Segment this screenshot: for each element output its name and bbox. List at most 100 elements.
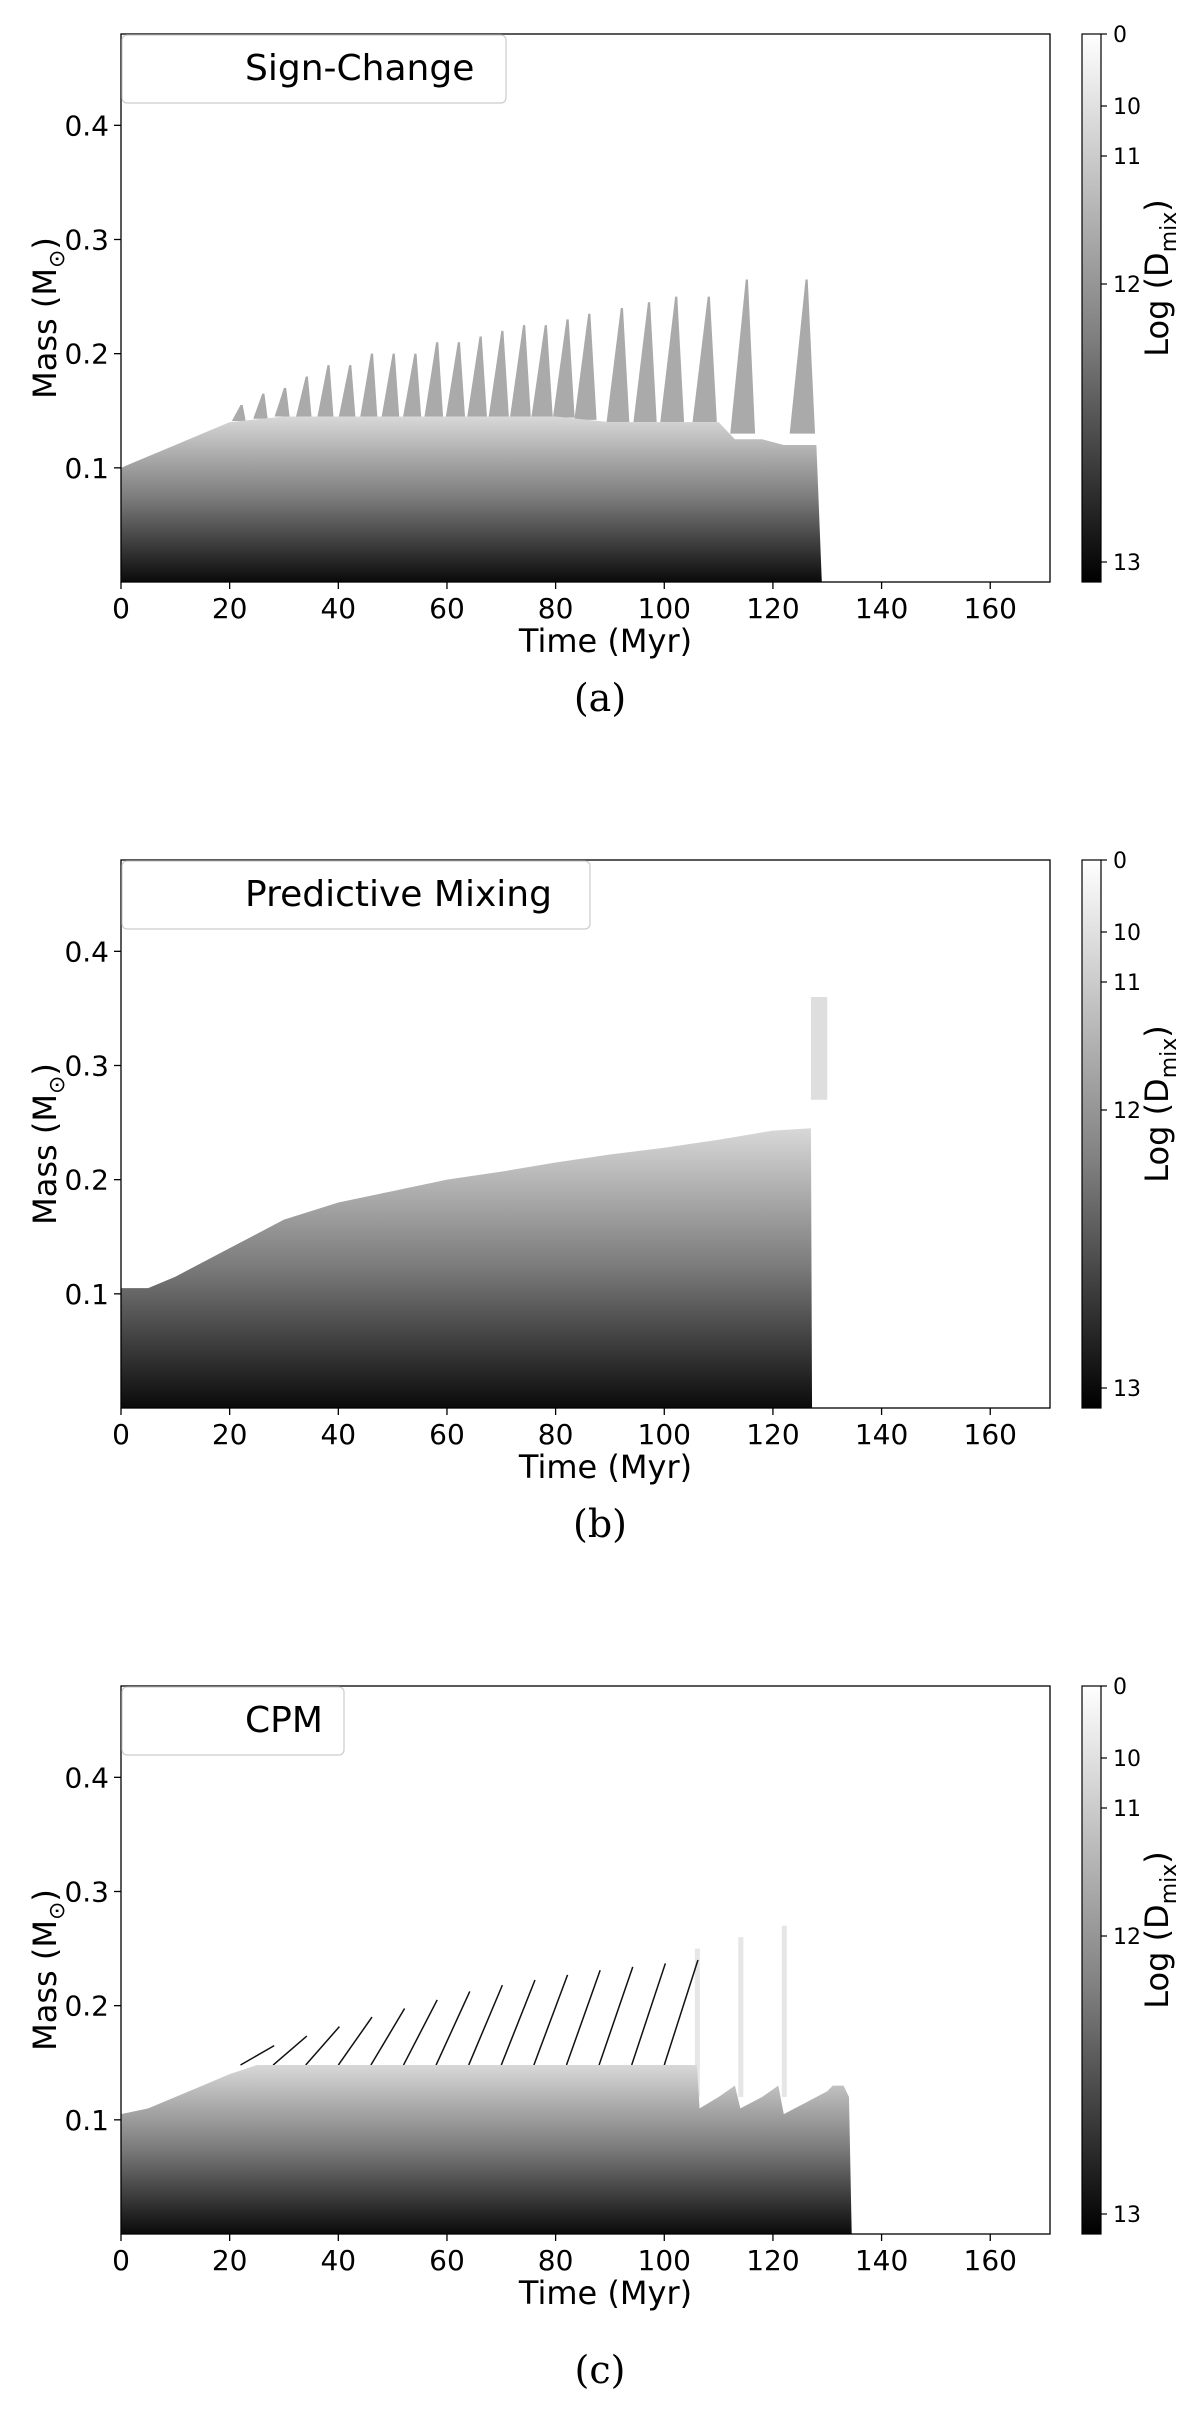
x-tick-label: 40 [320,592,356,625]
colorbar-label-end: ) [1138,199,1176,211]
y-axis-label: Mass (M⊙) [26,237,70,399]
y-axis-label-main: Mass (M [26,1094,64,1225]
y-axis-label: Mass (M⊙) [26,1889,70,2051]
colorbar-tick-label: 0 [1113,849,1127,874]
y-tick-label: 0.4 [64,1761,109,1794]
y-tick-label: 0.2 [64,1164,109,1197]
core-mixing-region [121,2065,852,2234]
y-axis-label-sub: ⊙ [45,250,70,268]
hatch-line [533,1974,569,2066]
x-tick-label: 100 [638,592,691,625]
colorbar-tick-label: 10 [1113,921,1141,946]
y-axis-label: Mass (M⊙) [26,1063,70,1225]
y-tick-label: 0.4 [64,109,109,142]
mixing-spike [606,308,630,423]
colorbar-tick-label: 13 [1113,551,1141,576]
mixing-spike [633,302,657,423]
hatch-line [468,1984,504,2066]
mixing-spike [381,353,400,417]
x-tick-label: 140 [855,2244,908,2277]
y-tick-label: 0.1 [64,2104,109,2137]
colorbar-label-main: Log (D [1138,1078,1176,1182]
y-axis-label-end: ) [26,1889,64,1901]
colorbar-tick-label: 11 [1113,971,1141,996]
x-axis-label: Time (Myr) [518,2274,692,2312]
legend-box [121,860,591,930]
colorbar-tick-label: 0 [1113,23,1127,48]
colorbar [1081,33,1102,583]
mixing-spike [574,313,597,420]
colorbar-tick-label: 11 [1113,1797,1141,1822]
late-mixing-spike [781,1925,787,2097]
plot-frame [120,859,1051,1409]
legend-label: Sign-Change [245,48,474,89]
colorbar-label: Log (Dmix) [1138,199,1182,357]
mixing-spike [552,319,575,418]
x-axis-label: Time (Myr) [518,622,692,660]
mixing-spike [403,353,422,417]
mixing-spike [274,387,290,417]
colorbar-tick-label: 13 [1113,1377,1141,1402]
x-tick-label: 0 [112,592,130,625]
y-tick-label: 0.1 [64,1278,109,1311]
plot-area [121,279,822,582]
colorbar-tick-label: 10 [1113,1747,1141,1772]
hatch-line [240,2044,275,2066]
hatched-region [240,1959,699,2066]
mixing-spike [510,325,531,417]
colorbar-label-sub: mix [1157,1038,1182,1079]
legend-box [121,34,507,104]
mixing-spike [789,279,816,434]
hatch-line [630,1963,667,2066]
colorbar-label-main: Log (D [1138,1904,1176,2008]
plot-area [121,1925,852,2234]
hatch-line [565,1970,601,2066]
y-axis-label-main: Mass (M [26,1920,64,2051]
late-mixing-spike [694,1948,700,2097]
x-tick-label: 120 [746,592,799,625]
x-tick-label: 100 [638,2244,691,2277]
colorbar-tick-label: 0 [1113,1675,1127,1700]
y-tick-label: 0.2 [64,338,109,371]
mixing-spike [488,330,509,417]
x-tick-label: 160 [964,592,1017,625]
hatch-line [337,2016,373,2066]
x-tick-label: 160 [964,2244,1017,2277]
mixing-spike [231,405,246,422]
hatch-line [402,1999,438,2066]
hatch-line [272,2035,308,2066]
x-tick-label: 140 [855,592,908,625]
mixing-spike [253,393,268,419]
colorbar-tick-label: 11 [1113,145,1141,170]
x-tick-label: 40 [320,2244,356,2277]
mixing-spike [730,279,756,434]
mixing-spike [317,365,334,417]
x-tick-label: 60 [429,592,465,625]
colorbar [1081,859,1102,1409]
x-tick-label: 20 [212,592,248,625]
panel-b-caption: (b) [573,1502,627,1546]
x-tick-label: 80 [538,1418,574,1451]
late-mixing-spike [738,1937,744,2097]
y-tick-label: 0.3 [64,1876,109,1909]
y-tick-label: 0.3 [64,224,109,257]
x-tick-label: 80 [538,2244,574,2277]
mixing-spike [296,376,312,417]
legend-label: CPM [245,1700,323,1741]
colorbar-tick-label: 12 [1113,1925,1141,1950]
colorbar-label-sub: mix [1157,212,1182,253]
hatch-line [435,1991,471,2066]
y-tick-label: 0.2 [64,1990,109,2023]
mixing-spike [531,325,553,417]
x-tick-label: 20 [212,1418,248,1451]
y-axis-label-end: ) [26,1063,64,1075]
colorbar-label: Log (Dmix) [1138,1851,1182,2009]
x-tick-label: 160 [964,1418,1017,1451]
x-tick-label: 120 [746,2244,799,2277]
x-tick-label: 40 [320,1418,356,1451]
hatch-line [305,2026,340,2066]
colorbar [1081,1685,1102,2235]
